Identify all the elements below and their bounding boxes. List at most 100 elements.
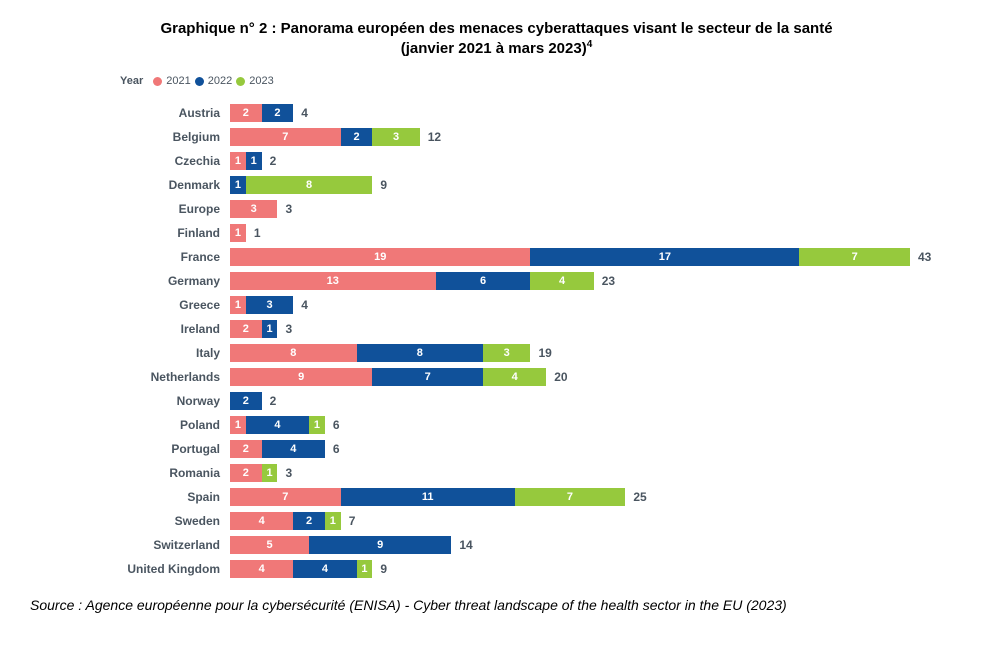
row-total: 12	[428, 130, 441, 144]
legend-dot	[153, 77, 162, 86]
chart-row: Europe33	[90, 199, 933, 219]
chart-row: Germany136423	[90, 271, 933, 291]
bar-track: 224	[230, 104, 933, 122]
bar-segment-2023: 3	[372, 128, 419, 146]
source-text: Source : Agence européenne pour la cyber…	[30, 597, 963, 613]
row-total: 19	[538, 346, 551, 360]
row-total: 9	[380, 562, 387, 576]
row-total: 7	[349, 514, 356, 528]
row-total: 2	[270, 394, 277, 408]
row-total: 43	[918, 250, 931, 264]
chart-row: France1917743	[90, 247, 933, 267]
chart-row: Romania213	[90, 463, 933, 483]
bar-segment-2023: 1	[309, 416, 325, 434]
bar-segment-2021: 1	[230, 152, 246, 170]
chart-row: Czechia112	[90, 151, 933, 171]
chart-row: Ireland213	[90, 319, 933, 339]
bar-segment-2021: 13	[230, 272, 436, 290]
bar-track: 136423	[230, 272, 933, 290]
legend-label: Year	[120, 75, 143, 87]
bar-segment-2021: 1	[230, 416, 246, 434]
legend-item: 2022	[195, 75, 232, 87]
bar-track: 723 12	[230, 128, 933, 146]
bar-segment-2023: 4	[483, 368, 546, 386]
row-total: 4	[301, 106, 308, 120]
legend-item-label: 2023	[249, 75, 273, 87]
bar-track: 134	[230, 296, 933, 314]
chart-row: Spain711725	[90, 487, 933, 507]
bar-segment-2021: 4	[230, 512, 293, 530]
bar-segment-2021: 1	[230, 224, 246, 242]
legend-item: 2023	[236, 75, 273, 87]
row-total: 1	[254, 226, 261, 240]
bar-segment-2021: 9	[230, 368, 372, 386]
legend-item: 2021	[153, 75, 190, 87]
row-total: 14	[459, 538, 472, 552]
bar-segment-2021: 8	[230, 344, 357, 362]
bar-segment-2022: 2	[230, 392, 262, 410]
row-label: Portugal	[90, 442, 230, 456]
bar-segment-2021: 2	[230, 464, 262, 482]
row-total: 23	[602, 274, 615, 288]
bar-track: 97420	[230, 368, 933, 386]
legend: Year 2021 2022 2023	[120, 75, 933, 87]
bar-track: 11	[230, 224, 933, 242]
row-label: Greece	[90, 298, 230, 312]
bar-segment-2021: 1	[230, 296, 246, 314]
chart-row: Switzerland5914	[90, 535, 933, 555]
row-label: Romania	[90, 466, 230, 480]
row-total: 9	[380, 178, 387, 192]
bar-track: 88319	[230, 344, 933, 362]
bar-segment-2022: 2	[341, 128, 373, 146]
row-total: 6	[333, 442, 340, 456]
bar-track: 5914	[230, 536, 933, 554]
row-total: 3	[285, 466, 292, 480]
bar-track: 4217	[230, 512, 933, 530]
row-total: 2	[270, 154, 277, 168]
bar-track: 213	[230, 320, 933, 338]
chart-row: Belgium723 12	[90, 127, 933, 147]
bar-segment-2022: 2	[262, 104, 294, 122]
chart-title-line1: Graphique n° 2 : Panorama européen des m…	[30, 20, 963, 37]
row-label: Italy	[90, 346, 230, 360]
bar-track: 711725	[230, 488, 933, 506]
bar-segment-2023: 7	[799, 248, 910, 266]
bar-segment-2023: 7	[515, 488, 626, 506]
bar-segment-2021: 7	[230, 128, 341, 146]
row-label: Finland	[90, 226, 230, 240]
bar-track: 1917743	[230, 248, 933, 266]
bar-track: 213	[230, 464, 933, 482]
bar-track: 112	[230, 152, 933, 170]
row-label: Ireland	[90, 322, 230, 336]
bar-segment-2021: 2	[230, 440, 262, 458]
row-label: United Kingdom	[90, 562, 230, 576]
bar-segment-2022: 8	[357, 344, 484, 362]
bar-segment-2021: 7	[230, 488, 341, 506]
bar-segment-2023: 1	[262, 464, 278, 482]
bar-track: 22	[230, 392, 933, 410]
chart-rows: Austria224Belgium72312Czechia112Denmark1…	[90, 103, 933, 579]
chart-row: United Kingdom4419	[90, 559, 933, 579]
chart-row: Netherlands97420	[90, 367, 933, 387]
bar-segment-2022: 11	[341, 488, 515, 506]
chart-row: Sweden4217	[90, 511, 933, 531]
bar-segment-2022: 4	[262, 440, 325, 458]
row-label: Spain	[90, 490, 230, 504]
row-label: Czechia	[90, 154, 230, 168]
bar-segment-2023: 4	[530, 272, 593, 290]
bar-track: 1416	[230, 416, 933, 434]
row-label: Sweden	[90, 514, 230, 528]
row-label: Norway	[90, 394, 230, 408]
row-label: Poland	[90, 418, 230, 432]
row-label: Germany	[90, 274, 230, 288]
row-label: Austria	[90, 106, 230, 120]
legend-dot	[195, 77, 204, 86]
bar-segment-2022: 4	[293, 560, 356, 578]
row-label: Europe	[90, 202, 230, 216]
row-total: 4	[301, 298, 308, 312]
bar-segment-2021: 4	[230, 560, 293, 578]
bar-segment-2022: 7	[372, 368, 483, 386]
bar-segment-2021: 19	[230, 248, 530, 266]
chart-row: Denmark189	[90, 175, 933, 195]
row-label: Belgium	[90, 130, 230, 144]
